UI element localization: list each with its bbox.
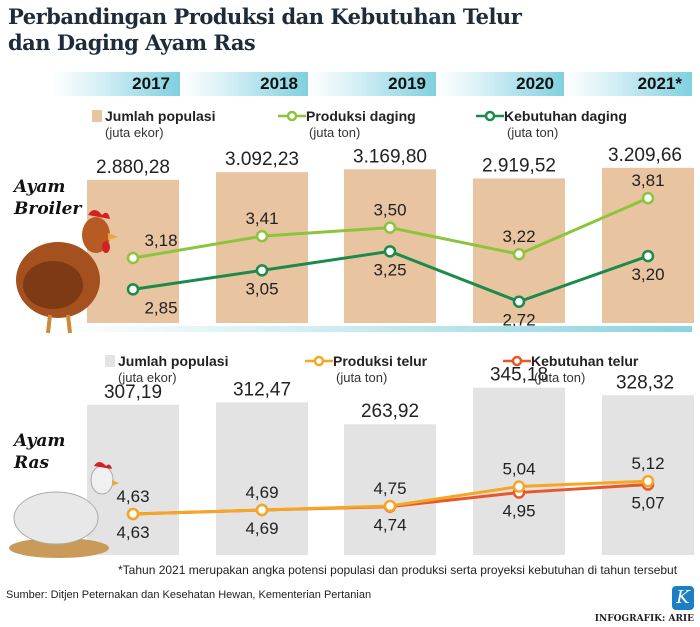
year-header-2018: 2018 [180,72,308,96]
population-label: 263,92 [361,401,419,422]
broiler-chicken-illustration [16,210,118,334]
kebutuhan-label: 4,74 [373,516,406,535]
legend-label: Produksi telur [333,353,428,369]
credit: INFOGRAFIK: ARIE [594,614,694,624]
population-bar [602,167,694,323]
kebutuhan-point [641,249,655,263]
section-label-ras: Ayam Ras [14,431,66,473]
legend-kebutuhan-telur: Kebutuhan telur (juta ton) [503,353,638,386]
produksi-point [641,474,655,488]
legend-unit: (juta ton) [336,370,388,385]
source: Sumber: Ditjen Peternakan dan Kesehatan … [6,589,372,601]
produksi-label: 3,50 [373,201,406,220]
kebutuhan-point [512,295,526,308]
produksi-point [255,503,269,517]
kebutuhan-label: 4,63 [116,523,149,542]
title-line-1: Perbandingan Produksi dan Kebutuhan Telu… [8,4,522,29]
produksi-label: 4,69 [245,483,278,502]
produksi-label: 4,63 [116,487,149,506]
legend-unit: (juta ekor) [118,370,177,385]
section-divider [52,326,692,332]
legend-label: Kebutuhan daging [504,108,627,124]
kebutuhan-label: 4,95 [502,502,535,521]
title-line-2: dan Daging Ayam Ras [8,30,256,55]
kebutuhan-label: 3,05 [245,279,278,298]
produksi-label: 3,18 [144,231,177,250]
kebutuhan-point [126,283,140,296]
legend-unit: (juta ton) [534,370,586,385]
population-bar [473,387,565,555]
population-label: 3.092,23 [225,149,299,170]
produksi-point [641,191,655,205]
kebutuhan-label: 5,07 [631,494,664,513]
produksi-label: 3,41 [245,209,278,228]
produksi-point [383,499,397,513]
population-bar [344,424,436,555]
produksi-label: 3,22 [502,227,535,246]
population-label: 3.169,80 [353,146,427,167]
population-label: 328,32 [616,372,674,393]
legend-label: Produksi daging [306,108,416,124]
population-label: 345,18 [490,365,548,386]
legend-produksi-daging: Produksi daging (juta ton) [278,108,416,141]
kebutuhan-label: 3,20 [631,265,664,284]
population-label: 2.880,28 [96,157,170,178]
bar-swatch-icon [92,110,102,122]
line-marker-icon [503,355,531,367]
legend-unit: (juta ekor) [105,125,164,140]
legend-unit: (juta ton) [507,125,559,140]
kebutuhan-label: 2,72 [502,311,535,330]
population-bar [216,172,308,323]
ras-chicken-illustration [9,462,119,558]
produksi-point [512,480,526,493]
bar-swatch-icon [105,355,115,367]
produksi-point [255,229,269,243]
line-marker-icon [476,110,504,122]
line-marker-icon [278,110,306,122]
produksi-point [383,221,397,234]
produksi-point [126,251,140,265]
legend-population-ras: Jumlah populasi (juta ekor) [105,353,228,386]
legend-label: Jumlah populasi [118,353,229,369]
produksi-label: 5,04 [502,460,535,479]
kompas-logo: K [672,586,694,610]
population-label: 312,47 [233,379,291,400]
produksi-point [126,507,140,521]
produksi-label: 3,81 [631,171,664,190]
population-label: 2.919,52 [482,155,556,176]
kebutuhan-label: 3,25 [373,260,406,279]
footnote: *Tahun 2021 merupakan angka potensi popu… [118,563,678,577]
year-header-2017: 2017 [52,72,180,96]
legend-label: Jumlah populasi [105,108,216,124]
population-label: 307,19 [104,382,162,403]
legend-kebutuhan-daging: Kebutuhan daging (juta ton) [476,108,627,141]
kebutuhan-label: 4,69 [245,519,278,538]
year-header-2020: 2020 [436,72,564,96]
population-bar [216,402,308,555]
kebutuhan-point [383,245,397,258]
kebutuhan-label: 2,85 [144,298,177,317]
legend-produksi-telur: Produksi telur (juta ton) [305,353,427,386]
legend-label: Kebutuhan telur [531,353,639,369]
kebutuhan-point [255,264,269,277]
population-label: 3.209,66 [608,145,682,166]
legend-population-broiler: Jumlah populasi (juta ekor) [92,108,215,141]
produksi-point [512,247,526,261]
legend-unit: (juta ton) [309,125,361,140]
line-marker-icon [305,355,333,367]
year-header-2021: 2021* [564,72,692,96]
produksi-label: 5,12 [631,454,664,473]
year-header-2019: 2019 [308,72,436,96]
section-label-broiler: Ayam Broiler [14,177,82,219]
produksi-label: 4,75 [373,479,406,498]
